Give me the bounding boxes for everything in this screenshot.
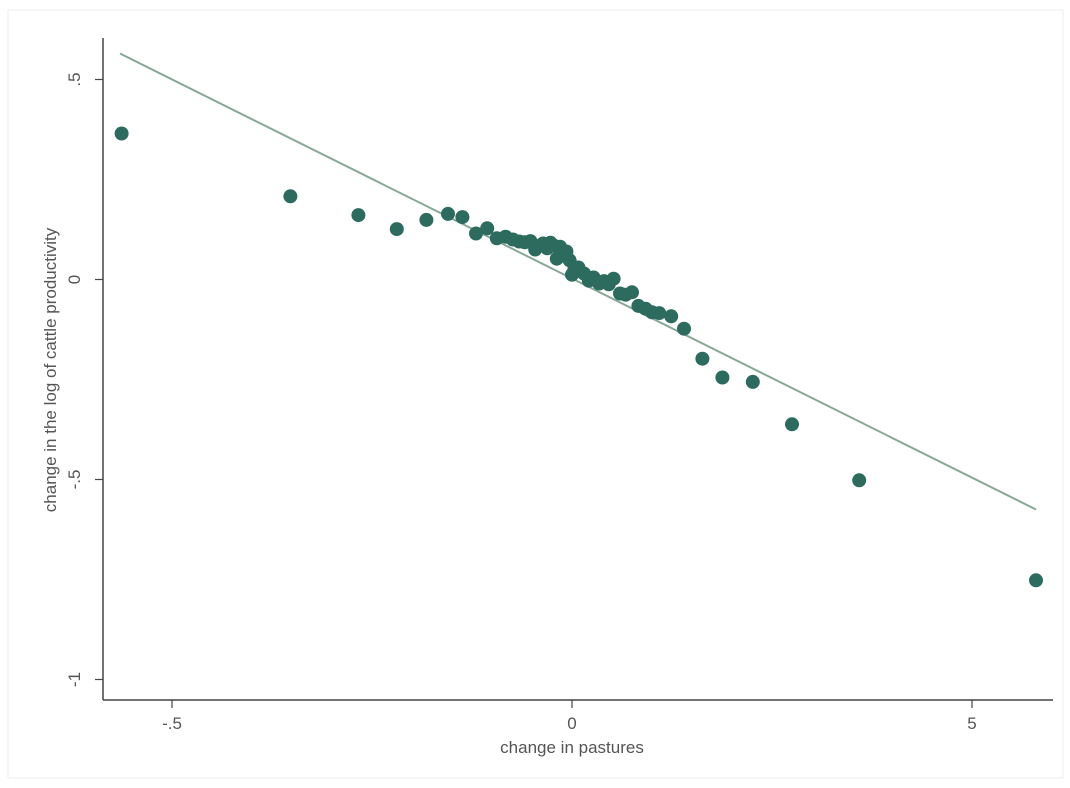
x-tick-label: 0 <box>567 714 576 733</box>
data-point <box>695 351 710 366</box>
y-tick-label: 0 <box>65 275 84 284</box>
data-point <box>852 473 867 488</box>
data-point <box>625 285 639 300</box>
data-point <box>1029 573 1043 588</box>
y-tick-label: -1 <box>65 672 84 687</box>
y-tick-label: .5 <box>65 72 84 86</box>
data-point <box>480 221 495 236</box>
data-point <box>677 321 691 336</box>
fit-line-group <box>119 52 1037 511</box>
data-point <box>419 212 434 227</box>
data-point <box>351 208 366 223</box>
data-point <box>389 222 404 237</box>
data-point <box>283 189 298 204</box>
chart-frame <box>7 9 1064 779</box>
data-point <box>455 210 470 225</box>
fit-line <box>119 52 1037 511</box>
y-tick-label: -.5 <box>65 470 84 490</box>
data-point <box>441 206 455 221</box>
data-point <box>785 417 799 432</box>
data-point <box>114 126 129 141</box>
x-tick-label: 5 <box>967 714 976 733</box>
x-tick-label: -.5 <box>162 714 182 733</box>
points-group <box>114 126 1043 588</box>
data-point <box>715 370 730 385</box>
data-point <box>745 374 760 389</box>
y-axis-label: change in the log of cattle productivity <box>41 227 60 512</box>
data-point <box>606 271 621 286</box>
data-point <box>664 309 679 324</box>
data-point <box>652 306 667 321</box>
x-axis-label: change in pastures <box>500 738 644 757</box>
axis-ticks: -.5 0 5 .5 0 -.5 -1 <box>65 72 977 733</box>
data-point <box>469 226 483 241</box>
